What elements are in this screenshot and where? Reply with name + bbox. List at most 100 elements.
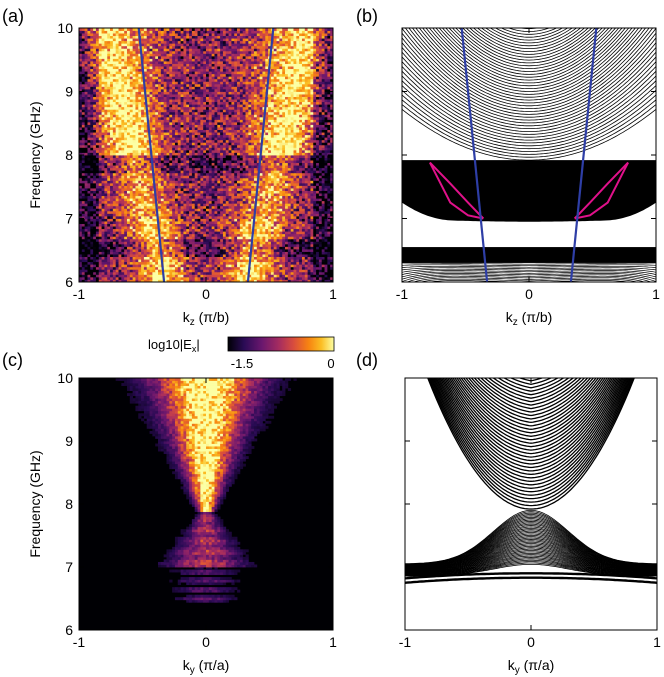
panel-b-band-line — [428, 28, 630, 89]
panel-b-band-line — [402, 94, 656, 152]
panel-b-band-line — [476, 28, 582, 49]
panel-d-band-line — [487, 378, 575, 399]
panel-b-xtick-label: 0 — [525, 286, 533, 302]
panel-b-band-line — [402, 32, 656, 115]
colorbar-max: 0 — [327, 356, 334, 371]
panel-c-ytick-label: 8 — [65, 496, 73, 512]
panel-c-ytick-label: 7 — [65, 559, 73, 575]
panel-d-band-line — [467, 378, 595, 420]
panel-d-band-line — [483, 378, 579, 403]
panel-c-xtick-label: 0 — [202, 634, 210, 650]
panel-b-band-line — [402, 104, 656, 158]
panel-d-band-line — [509, 378, 553, 385]
panel-d-axes: -1 0 1 — [399, 377, 661, 650]
panel-a-axes: -1 0 1 6 7 8 9 10 — [57, 20, 337, 302]
panel-d-band-line — [470, 378, 592, 417]
panel-d-band-line — [405, 520, 657, 567]
panel-b-band-line — [438, 28, 620, 81]
panel-b-band-line — [402, 262, 656, 265]
panel-d-band-line — [432, 378, 630, 493]
panel-b-band-line — [402, 264, 656, 267]
panel-a-ytick-label: 8 — [65, 147, 73, 163]
panel-b-band-line — [485, 28, 573, 44]
panel-b-band-line — [422, 28, 636, 95]
panel-d-band-line — [454, 378, 608, 441]
panel-b-band-line — [494, 28, 564, 38]
panel-d-label: (d) — [356, 350, 378, 370]
panel-b-lower-band — [402, 247, 656, 263]
panel-d-xtick-label: -1 — [399, 634, 412, 650]
panel-d-band-line — [440, 378, 622, 469]
panel-b-band-line — [445, 28, 613, 75]
panel-b-bands — [402, 9, 656, 282]
panel-c-axes: -1 0 1 6 7 8 9 10 — [57, 370, 337, 650]
panel-b-edge-state — [573, 161, 629, 220]
panel-a-ytick-label: 7 — [65, 211, 73, 227]
panel-b-band-line — [402, 28, 656, 112]
panel-b-band-line — [411, 28, 647, 104]
panel-d-band-line — [430, 378, 632, 500]
panel-d-band-line — [518, 378, 544, 382]
panel-b-theory-line-1 — [460, 28, 489, 282]
panel-d-xtick-label: 0 — [527, 634, 535, 650]
panel-b-band-line — [402, 9, 656, 23]
panel-d-band-line — [502, 378, 560, 389]
panel-b-band-line — [402, 273, 656, 280]
panel-b-band-line — [402, 51, 656, 127]
panel-d-band-line — [433, 378, 629, 489]
panel-d-band-line — [431, 378, 631, 496]
panel-d-band-line — [460, 378, 602, 430]
panel-c-xlabel: ky (π/a) — [183, 657, 230, 676]
panel-d-band-line — [450, 378, 612, 448]
panel-b-band-line — [469, 28, 589, 55]
panel-b-axes: -1 0 1 — [396, 27, 660, 302]
panel-b-band-line — [402, 9, 656, 14]
panel-b-band-line — [402, 80, 656, 144]
panel-b-band-line — [480, 28, 578, 47]
panel-b-band-line — [455, 28, 603, 67]
panel-d-band-line — [428, 378, 634, 507]
panel-a-label: (a) — [2, 6, 24, 26]
panel-b-band-line — [451, 28, 607, 69]
panel-d-band-line — [452, 378, 610, 444]
panel-b-band-line — [402, 265, 656, 268]
panel-b-band-line — [402, 267, 656, 271]
panel-a-ytick-label: 9 — [65, 84, 73, 100]
panel-b-band-line — [402, 61, 656, 132]
panel-b-xlabel: kz (π/b) — [506, 309, 553, 328]
panel-b-band-line — [402, 99, 656, 155]
panel-b-theory-line-2 — [569, 28, 598, 282]
panel-a-xlabel: kz (π/b) — [183, 309, 230, 328]
panel-d-xlabel: ky (π/a) — [508, 657, 555, 676]
panel-b-band-line — [402, 47, 656, 124]
panel-b-band-line — [441, 28, 617, 78]
panel-d-band-line — [435, 378, 627, 482]
panel-b-band-line — [458, 28, 600, 64]
panel-a-theory-line-2 — [246, 28, 275, 282]
panel-b-band-line — [427, 280, 631, 282]
panel-c-ylabel: Frequency (GHz) — [27, 450, 43, 557]
panel-b-band-line — [402, 9, 656, 17]
panel-b-band-line — [402, 9, 656, 12]
panel-c-label: (c) — [2, 350, 23, 370]
panel-b-edge-state — [429, 162, 484, 220]
panel-c-ytick-label: 9 — [65, 433, 73, 449]
panel-d-bottom-band — [405, 576, 657, 584]
panel-d-band-line — [438, 378, 624, 476]
panel-d-band-line — [445, 378, 617, 458]
panel-b-band-line — [402, 89, 656, 150]
panel-d-band-line — [480, 378, 582, 406]
panel-a-xtick-label: -1 — [73, 286, 86, 302]
panel-d-band-line — [427, 378, 635, 510]
panel-b-band-line — [402, 271, 656, 278]
panel-a: (a) -1 0 1 6 7 8 9 10 kz (π/b) Frequency (GHz) — [2, 6, 337, 328]
panel-b-band-line — [402, 85, 656, 147]
panel-b-band-line — [489, 28, 569, 41]
panel-b-band-line — [402, 56, 656, 130]
panel-a-ytick-label: 10 — [57, 20, 73, 36]
panel-b-edge-state — [429, 161, 485, 220]
panel-b-band-line — [402, 42, 656, 121]
panel-b-band-line — [448, 28, 610, 72]
